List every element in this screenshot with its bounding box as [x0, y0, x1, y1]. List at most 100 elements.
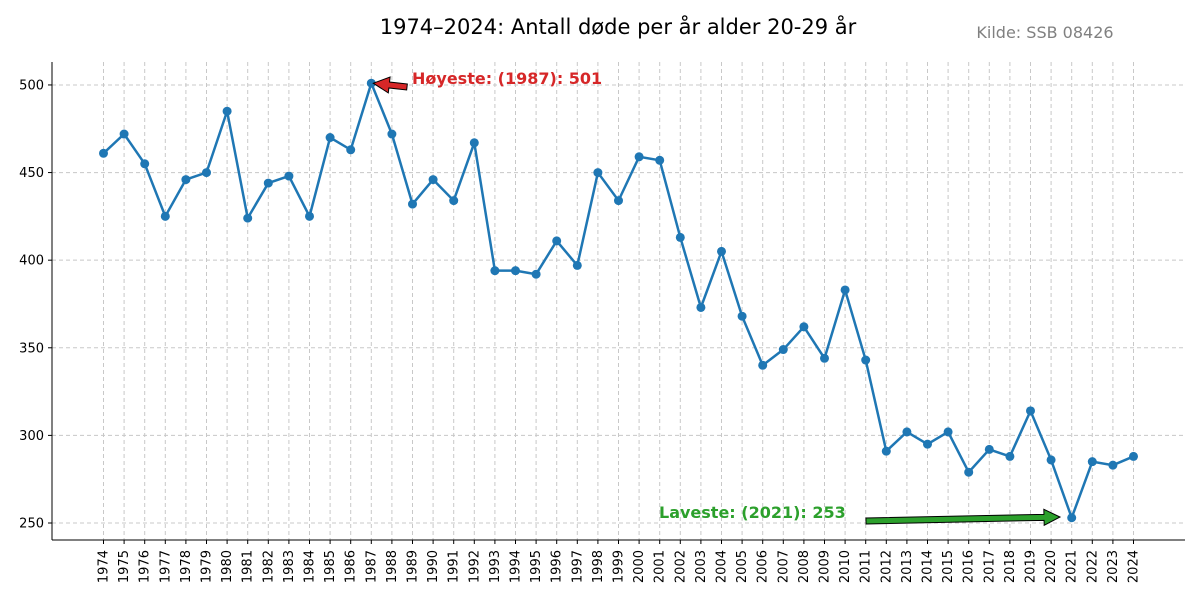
x-tick-label: 2006 [756, 550, 771, 583]
y-tick-label: 400 [19, 254, 44, 269]
data-point [346, 145, 356, 155]
data-point [1067, 513, 1077, 523]
x-tick-label: 1983 [282, 550, 297, 583]
y-tick-label: 450 [19, 166, 44, 181]
data-point [1026, 406, 1035, 416]
data-point [325, 133, 335, 143]
data-point [675, 232, 685, 242]
data-point [1129, 451, 1138, 461]
data-point [861, 355, 871, 365]
x-tick-label: 1977 [158, 550, 173, 583]
x-tick-label: 1987 [364, 550, 379, 583]
x-tick-label: 1997 [570, 550, 585, 583]
data-point [366, 78, 376, 88]
data-point [202, 168, 211, 178]
source-label: Kilde: SSB 08426 [976, 23, 1113, 42]
data-point [1046, 455, 1056, 465]
data-point [593, 168, 603, 178]
data-point [758, 360, 768, 370]
x-tick-label: 1985 [323, 550, 338, 583]
x-tick-label: 2009 [818, 550, 833, 583]
lowest-annotation: Laveste: (2021): 253 [659, 503, 846, 522]
data-point [614, 196, 623, 206]
data-point [243, 213, 253, 223]
x-tick-label: 2020 [1044, 550, 1059, 583]
data-point [572, 260, 582, 270]
x-tick-label: 2004 [715, 550, 730, 583]
data-point [964, 467, 974, 477]
data-point [1005, 451, 1015, 461]
data-point [263, 178, 273, 188]
x-tick-label: 1988 [385, 550, 400, 583]
data-point [490, 266, 500, 276]
x-tick-label: 2000 [632, 550, 647, 583]
data-point [717, 246, 726, 256]
data-point [284, 171, 294, 181]
x-tick-label: 1994 [509, 550, 524, 583]
y-tick-label: 300 [19, 429, 44, 444]
x-tick-label: 2019 [1024, 550, 1039, 583]
data-point [820, 353, 829, 363]
y-tick-label: 250 [19, 517, 44, 532]
data-point [840, 285, 850, 295]
x-tick-label: 2002 [673, 550, 688, 583]
data-point [737, 311, 747, 321]
x-tick-label: 1981 [241, 550, 256, 583]
x-tick-label: 2013 [900, 550, 915, 583]
x-tick-label: 1998 [591, 550, 606, 583]
data-point [943, 427, 953, 437]
data-point [531, 269, 541, 279]
data-point [305, 211, 314, 221]
lowest-arrow [865, 508, 1062, 527]
highest-annotation: Høyeste: (1987): 501 [412, 69, 602, 88]
x-tick-label: 2014 [921, 550, 936, 583]
data-point [1087, 457, 1097, 467]
data-point [902, 427, 912, 437]
x-tick-label: 1976 [138, 550, 153, 583]
x-tick-label: 2015 [941, 550, 956, 583]
x-tick-label: 2021 [1065, 550, 1080, 583]
x-tick-label: 2007 [776, 550, 791, 583]
x-tick-label: 1974 [97, 550, 112, 583]
data-point [634, 152, 644, 162]
x-tick-label: 2024 [1127, 550, 1142, 583]
x-tick-label: 1996 [550, 550, 565, 583]
x-tick-label: 2012 [879, 550, 894, 583]
data-point [387, 129, 397, 139]
x-tick-label: 2008 [797, 550, 812, 583]
data-point [984, 444, 994, 454]
x-tick-label: 2022 [1085, 550, 1100, 583]
x-tick-label: 1991 [447, 550, 462, 583]
x-tick-label: 2001 [653, 550, 668, 583]
x-tick-label: 1993 [488, 550, 503, 583]
chart-title: 1974–2024: Antall døde per år alder 20-2… [380, 14, 857, 39]
data-point [881, 446, 891, 456]
x-tick-label: 1992 [467, 550, 482, 583]
annotations: Høyeste: (1987): 501 Laveste: (2021): 253 [372, 69, 1062, 527]
data-point [99, 148, 108, 158]
x-tick-label: 2005 [735, 550, 750, 583]
x-tick-label: 2023 [1106, 550, 1121, 583]
x-tick-label: 2003 [694, 550, 709, 583]
x-tick-label: 2017 [982, 550, 997, 583]
axes: 1974 1975 1976 1977 1978 1979 1980 1981 1982 1983… [19, 62, 1185, 583]
x-tick-label: 1982 [261, 550, 276, 583]
data-point [655, 155, 665, 165]
x-tick-label: 1999 [612, 550, 627, 583]
x-tick-label: 2011 [859, 550, 874, 583]
data-point [222, 106, 232, 116]
x-tick-label: 1995 [529, 550, 544, 583]
data-point [1108, 460, 1118, 470]
highest-arrow [372, 76, 408, 94]
data-point [160, 211, 170, 221]
data-point [511, 266, 520, 276]
data-point [696, 302, 706, 312]
series-line [99, 78, 1138, 523]
data-point [408, 199, 417, 209]
x-tick-label: 2010 [838, 550, 853, 583]
x-tick-label: 1984 [303, 550, 318, 583]
x-tick-label: 1989 [406, 550, 421, 583]
grid [52, 62, 1185, 540]
data-point [778, 345, 788, 355]
